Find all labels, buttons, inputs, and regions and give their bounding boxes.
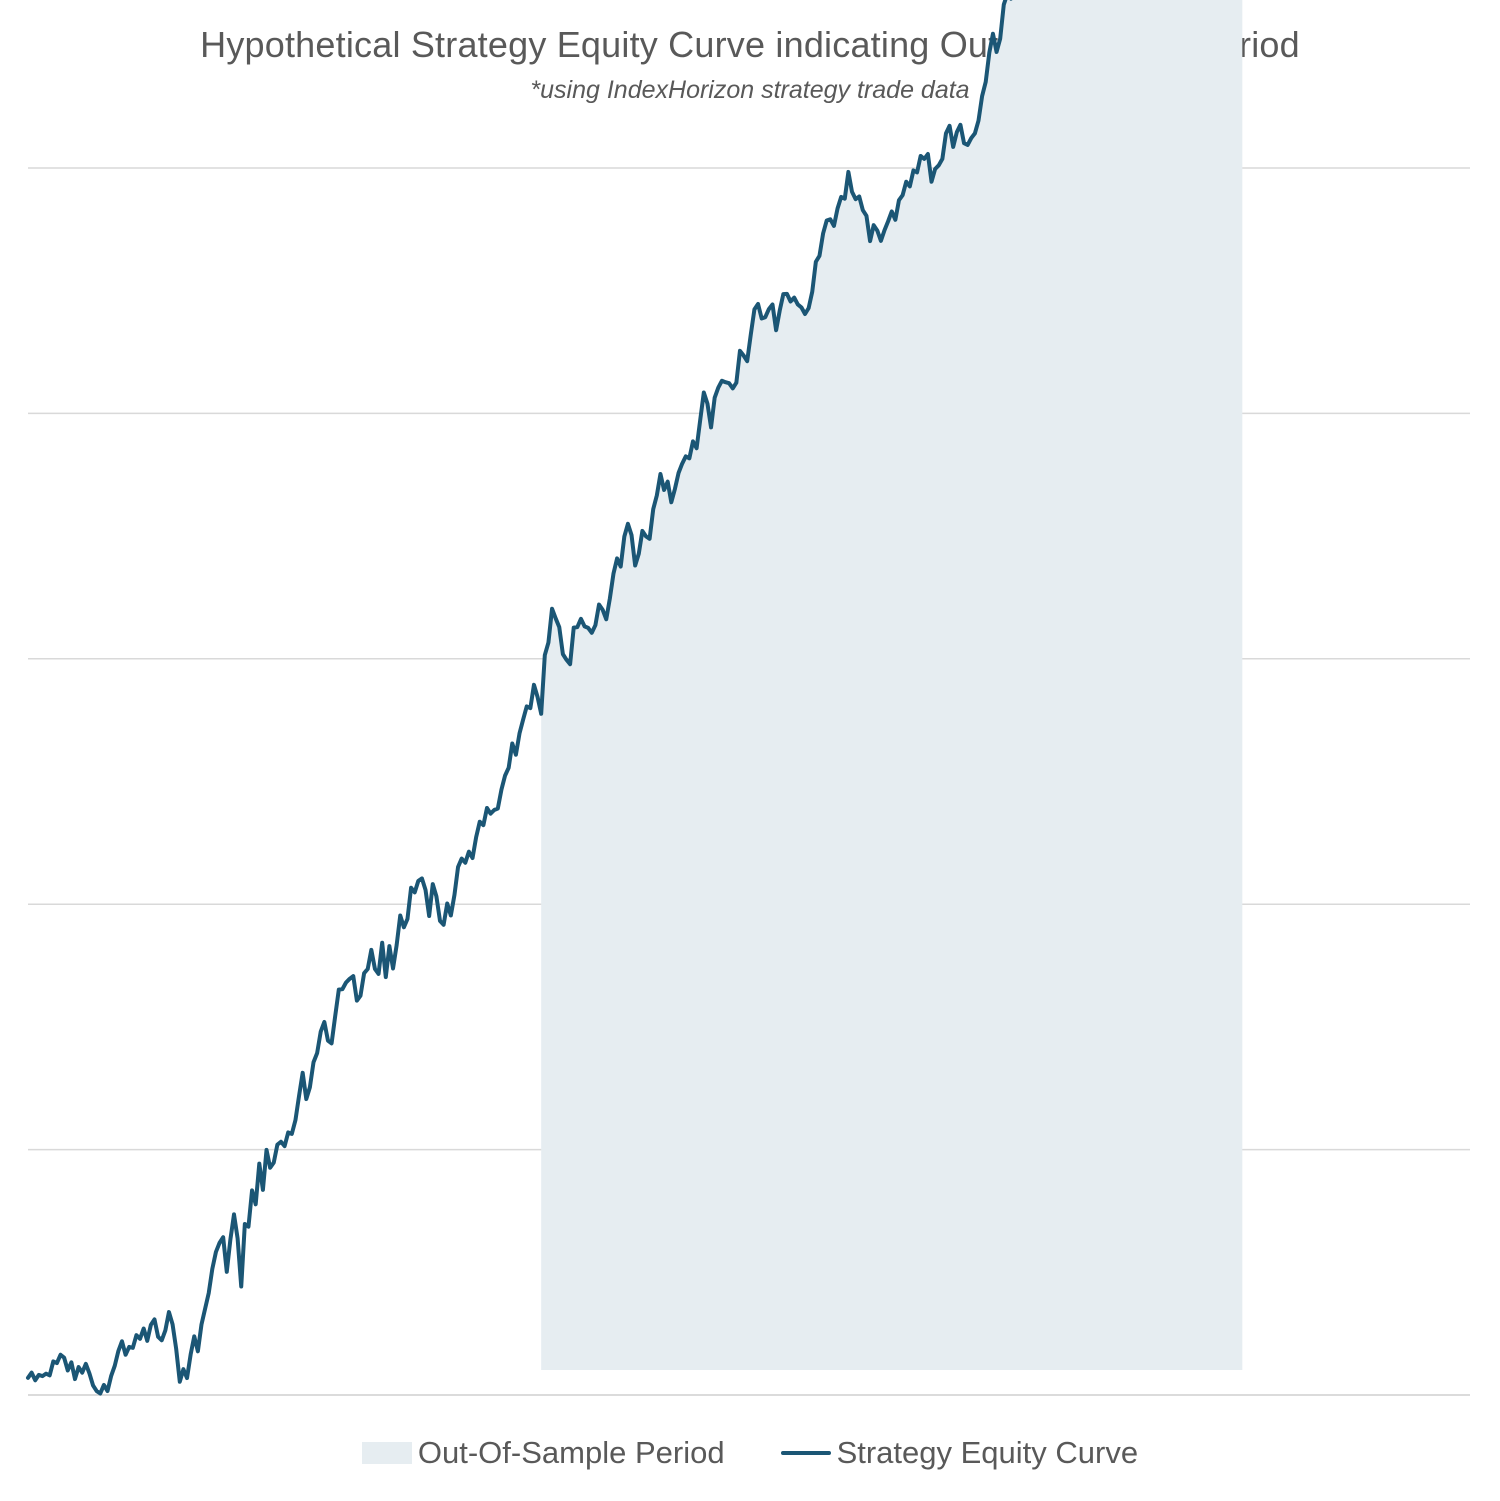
legend-swatch-equity-curve <box>780 1451 831 1455</box>
shaded-regions <box>541 0 1243 1370</box>
legend-label-out-of-sample: Out-Of-Sample Period <box>417 1435 725 1470</box>
legend-item-equity-curve: Strategy Equity Curve <box>780 1435 1139 1471</box>
legend: Out-Of-Sample Period Strategy Equity Cur… <box>0 1431 1500 1475</box>
strategy-equity-curve-line <box>26 0 1013 1396</box>
legend-label-equity-curve: Strategy Equity Curve <box>836 1435 1139 1470</box>
legend-item-out-of-sample: Out-Of-Sample Period <box>361 1435 725 1471</box>
legend-swatch-out-of-sample <box>361 1442 412 1464</box>
chart-subtitle: *using IndexHorizon strategy trade data <box>530 76 970 104</box>
series-lines <box>26 0 1013 1396</box>
out-of-sample-region <box>541 0 1243 1370</box>
